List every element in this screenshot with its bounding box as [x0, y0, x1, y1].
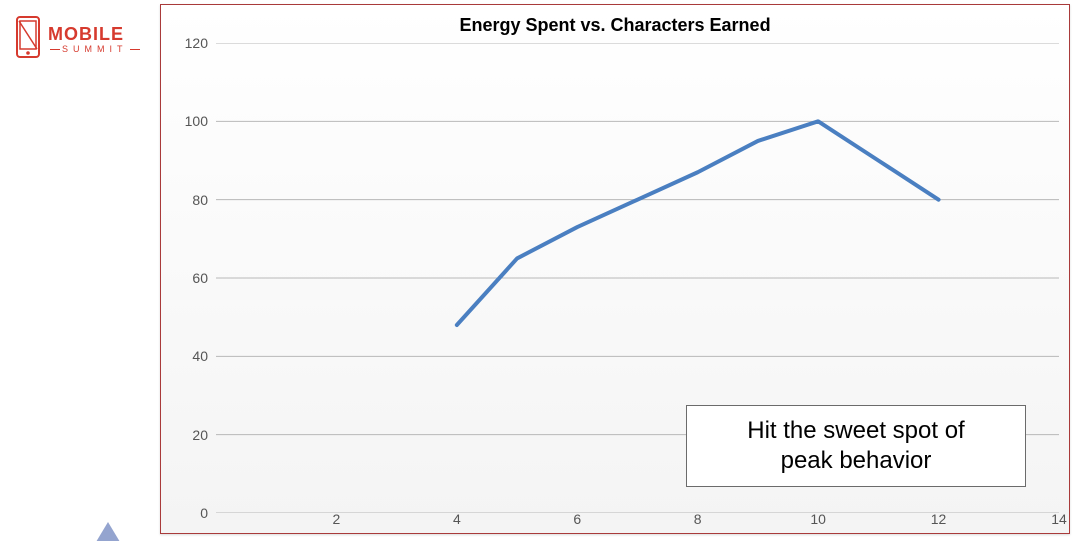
- xtick-label: 2: [333, 511, 341, 527]
- series-line: [457, 121, 939, 325]
- xtick-label: 4: [453, 511, 461, 527]
- annotation-callout: Hit the sweet spot of peak behavior: [686, 405, 1026, 487]
- mobile-summit-logo: MOBILE SUMMIT: [14, 14, 144, 64]
- annotation-line1: Hit the sweet spot of: [747, 417, 964, 444]
- ytick-label: 40: [192, 348, 208, 364]
- ytick-label: 60: [192, 270, 208, 286]
- xtick-label: 10: [810, 511, 826, 527]
- xtick-label: 8: [694, 511, 702, 527]
- annotation-line2: peak behavior: [781, 447, 932, 474]
- decorative-triangle-icon: [90, 522, 126, 541]
- ytick-label: 80: [192, 192, 208, 208]
- chart-title: Energy Spent vs. Characters Earned: [161, 5, 1069, 36]
- xtick-label: 6: [573, 511, 581, 527]
- ytick-label: 0: [200, 505, 208, 521]
- xtick-label: 14: [1051, 511, 1067, 527]
- ytick-label: 120: [185, 35, 208, 51]
- logo-main-text: MOBILE: [48, 25, 142, 43]
- phone-icon: [14, 15, 42, 64]
- ytick-label: 100: [185, 113, 208, 129]
- xtick-label: 12: [931, 511, 947, 527]
- logo-sub-text: SUMMIT: [48, 45, 142, 54]
- ytick-label: 20: [192, 427, 208, 443]
- chart-frame: Energy Spent vs. Characters Earned 0 20 40…: [160, 4, 1070, 534]
